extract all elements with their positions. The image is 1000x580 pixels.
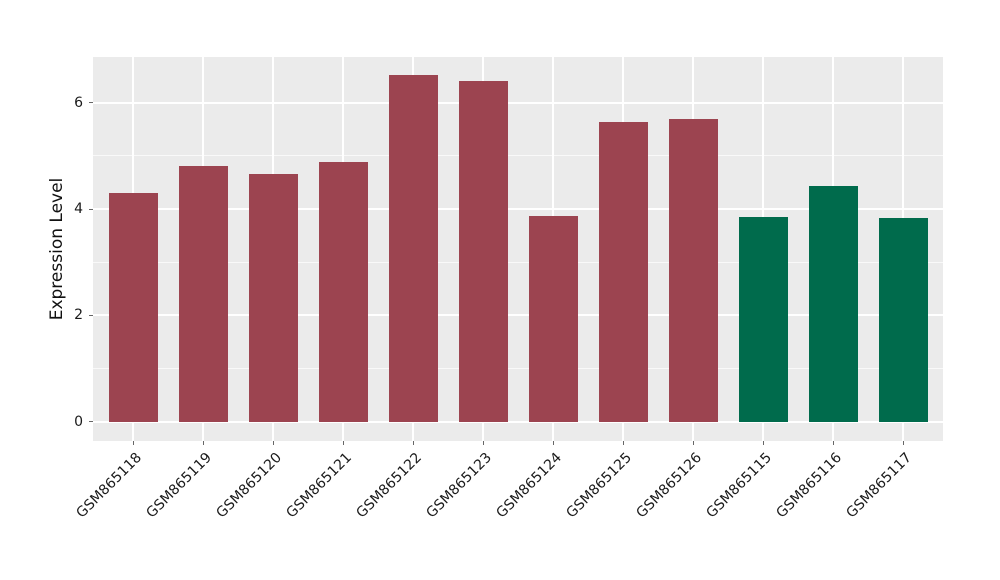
y-axis-title: Expression Level	[47, 177, 67, 321]
bar-GSM865126	[668, 118, 718, 422]
bar-GSM865116	[808, 185, 858, 422]
bar-GSM865119	[178, 166, 228, 422]
x-tick-mark	[482, 441, 484, 445]
gridline-horizontal-major	[93, 420, 943, 423]
x-tick-mark	[762, 441, 764, 445]
gridline-horizontal-minor	[93, 261, 943, 263]
y-tick-mark	[89, 102, 93, 104]
y-tick-mark	[89, 208, 93, 210]
bar-GSM865115	[738, 216, 788, 422]
x-tick-mark	[692, 441, 694, 445]
gridline-horizontal-major	[93, 208, 943, 211]
bar-GSM865123	[458, 81, 508, 422]
x-tick-mark	[902, 441, 904, 445]
bar-GSM865124	[528, 216, 578, 422]
x-tick-mark	[622, 441, 624, 445]
y-tick-label: 0	[74, 413, 83, 430]
plot-panel	[93, 57, 943, 441]
bar-GSM865121	[318, 161, 368, 422]
x-tick-mark	[552, 441, 554, 445]
bar-GSM865118	[108, 193, 158, 422]
bar-GSM865125	[598, 121, 648, 422]
bar-GSM865120	[248, 174, 298, 422]
bar-GSM865122	[388, 74, 438, 422]
x-tick-mark	[412, 441, 414, 445]
y-tick-label: 4	[74, 201, 83, 218]
y-tick-mark	[89, 314, 93, 316]
bar-GSM865117	[878, 218, 928, 422]
gridline-horizontal-minor	[93, 368, 943, 370]
gridline-horizontal-minor	[93, 155, 943, 157]
x-tick-mark	[202, 441, 204, 445]
x-tick-mark	[132, 441, 134, 445]
x-tick-mark	[272, 441, 274, 445]
x-tick-mark	[832, 441, 834, 445]
x-tick-mark	[342, 441, 344, 445]
y-tick-label: 2	[74, 307, 83, 324]
gridline-horizontal-major	[93, 314, 943, 317]
y-tick-label: 6	[74, 94, 83, 111]
y-tick-mark	[89, 421, 93, 423]
gridline-horizontal-major	[93, 101, 943, 104]
